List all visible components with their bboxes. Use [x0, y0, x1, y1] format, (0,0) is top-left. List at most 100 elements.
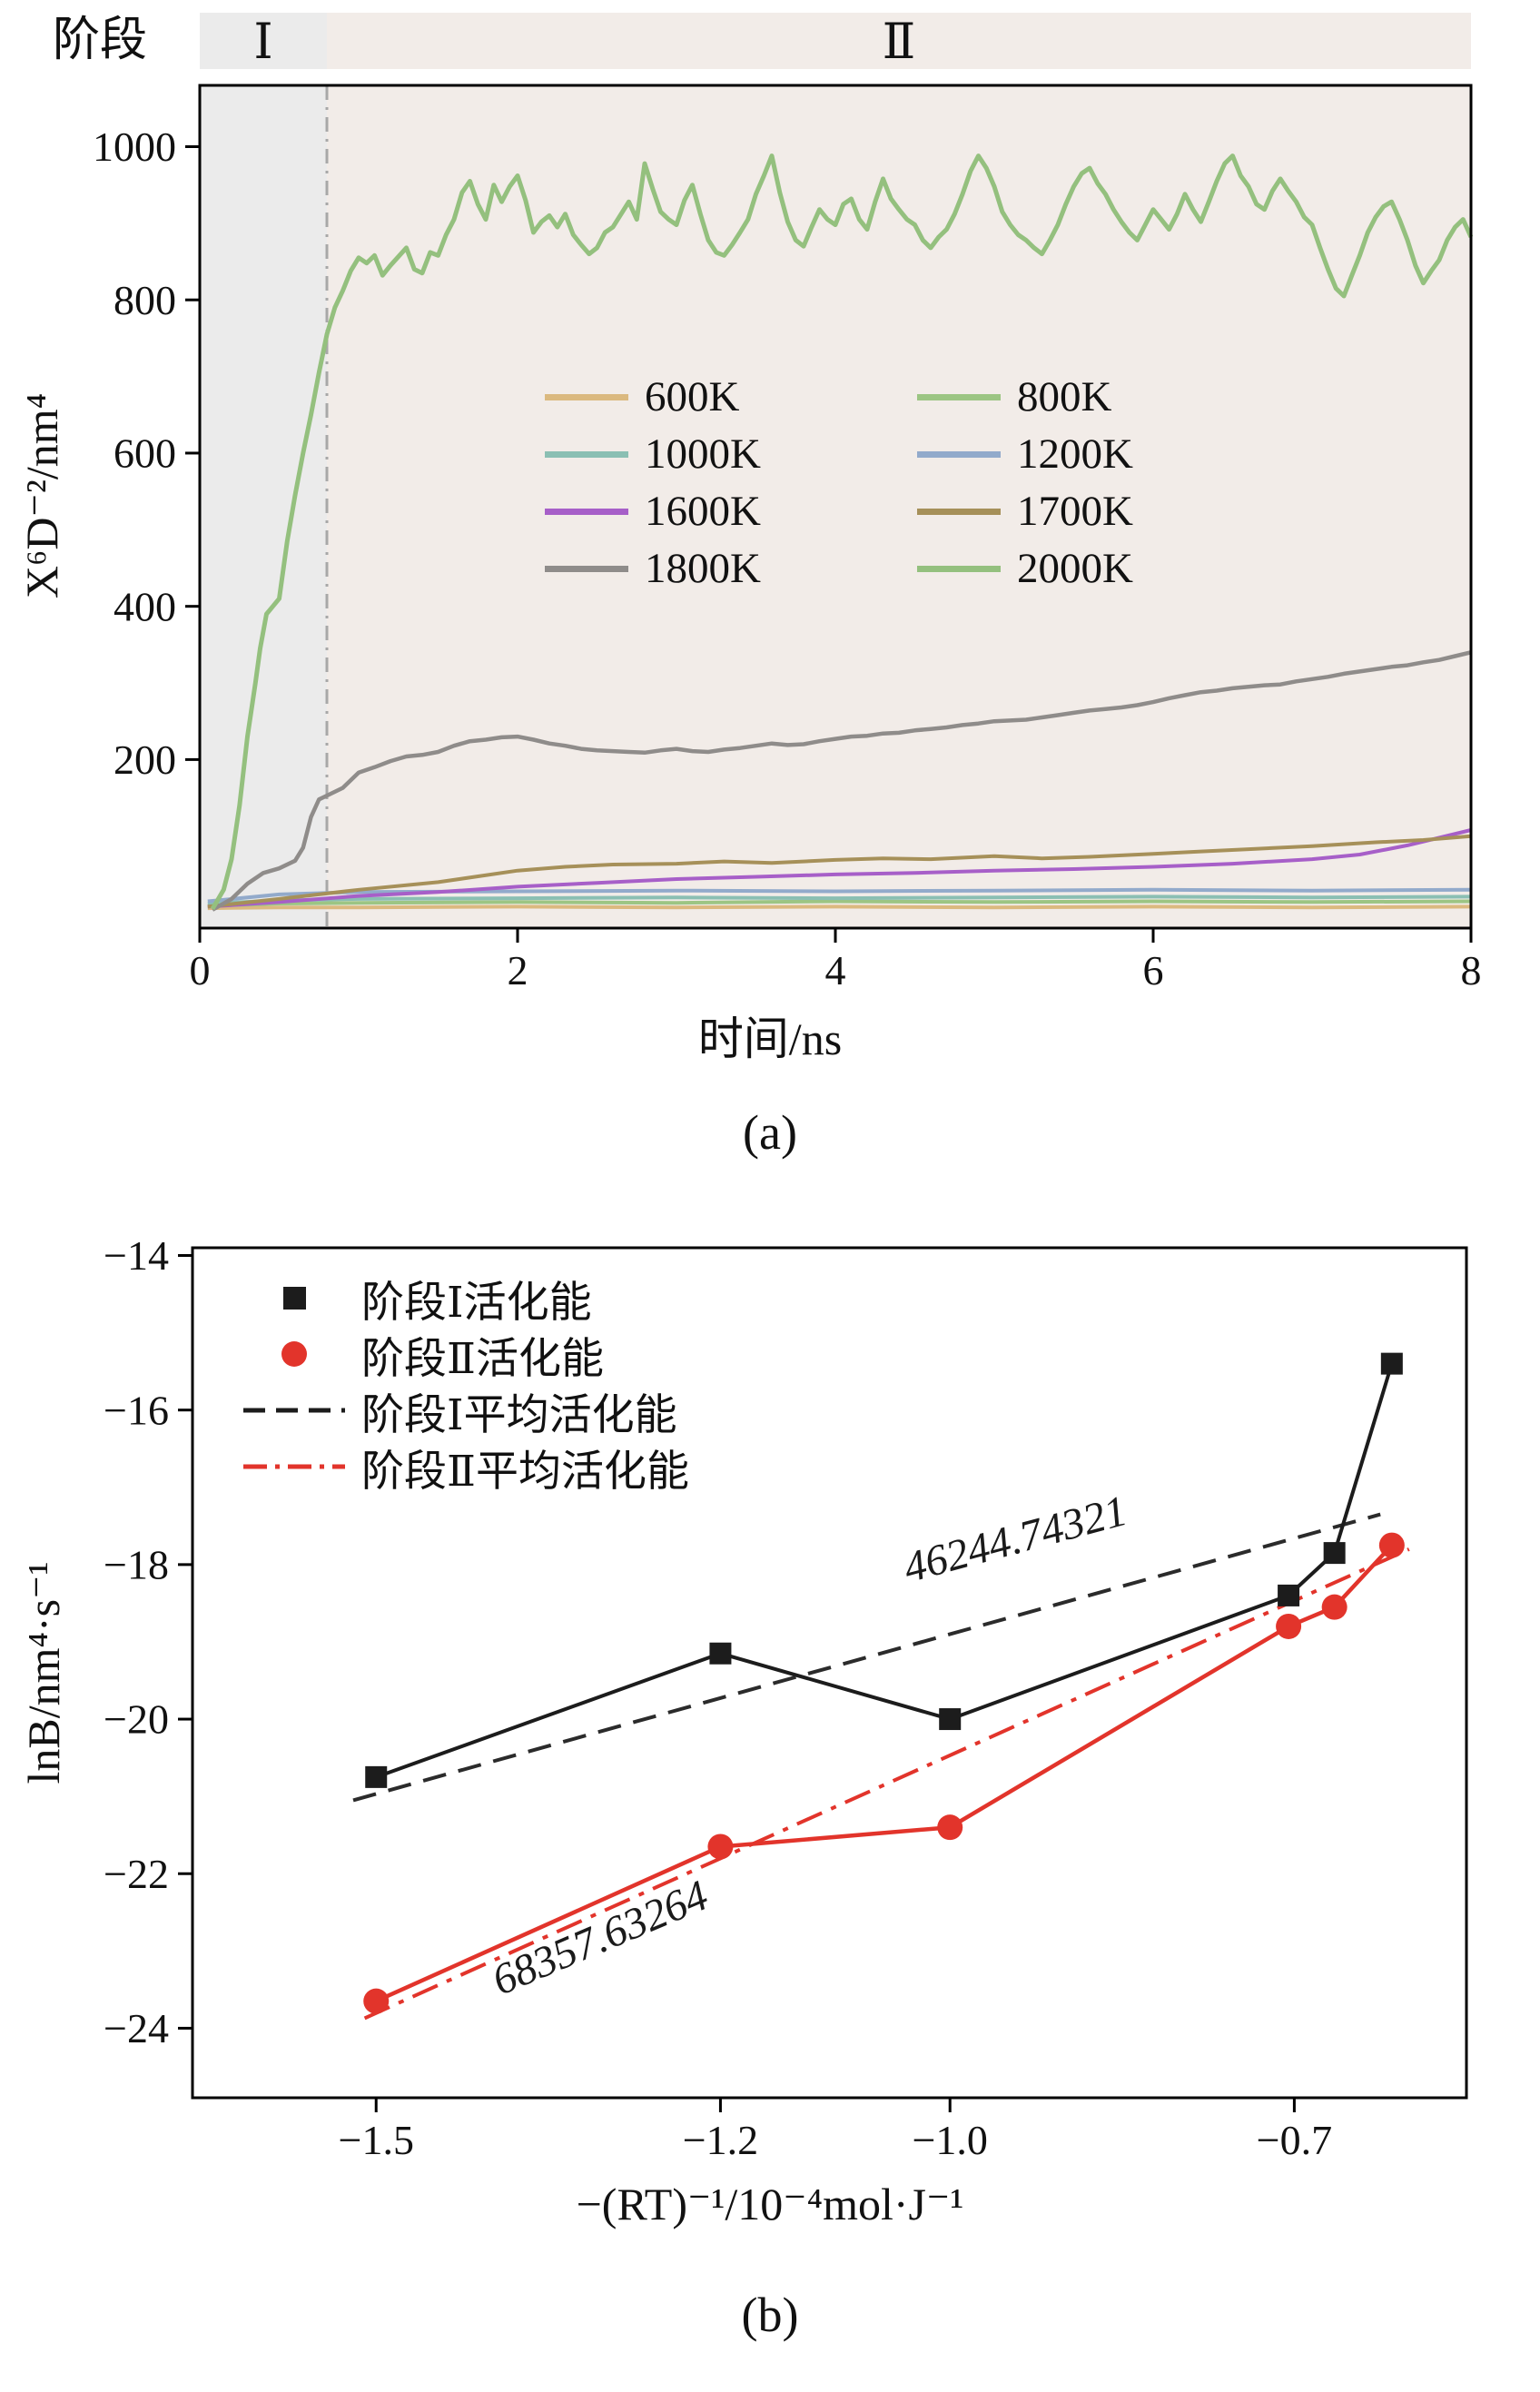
x-tick-label: −1.5: [339, 2117, 414, 2163]
legend-label-1200k: 1200K: [1017, 430, 1133, 478]
x-tick-label: −1.0: [912, 2117, 987, 2163]
y-tick-label: 1000: [93, 124, 176, 170]
x-tick-label: −0.7: [1257, 2117, 1332, 2163]
dashed-line-icon: [243, 1408, 345, 1413]
series-阶段Ⅱ平均活化能: [363, 1547, 1410, 2021]
annotation-46244.74321: 46244.74321: [899, 1487, 1132, 1592]
legend-label-1700k: 1700K: [1017, 488, 1133, 535]
x-tick-label: 2: [508, 947, 528, 993]
legend-swatch-1600k: [545, 508, 628, 515]
y-tick-label: 400: [114, 583, 176, 629]
marker-square-阶段Ⅰ活化能: [709, 1642, 732, 1665]
marker-square-阶段Ⅰ活化能: [939, 1708, 962, 1731]
marker-circle-阶段Ⅱ活化能: [363, 1988, 390, 2014]
chart-a-canvas: 0 2 4 6 8 200 400 600 800 1000: [93, 84, 1482, 993]
chart-b-y-axis-label: lnB/nm⁴·s⁻¹: [18, 1561, 69, 1784]
legend-item-stage2-mean-ea: 阶段Ⅱ平均活化能: [243, 1444, 689, 1496]
legend-swatch-1000k: [545, 450, 628, 458]
y-tick-label: −20: [104, 1696, 169, 1743]
marker-circle-阶段Ⅱ活化能: [1321, 1594, 1348, 1620]
legend-label-stage1-ea: 阶段Ⅰ活化能: [361, 1279, 592, 1327]
legend-item-600k: 600K: [545, 373, 817, 420]
square-marker-icon: [282, 1286, 306, 1310]
legend-label-stage1-mean-ea: 阶段Ⅰ平均活化能: [361, 1391, 677, 1439]
legend-item-800k: 800K: [917, 373, 1190, 420]
stage-region-Ⅱ: [327, 85, 1471, 928]
chart-a-legend: 600K 800K 1000K 1200K 1600K 1700K 1800K 2000K: [545, 373, 1190, 592]
x-tick-label: 0: [190, 947, 211, 993]
series-阶段Ⅰ平均活化能: [352, 1512, 1381, 1803]
y-tick-label: −14: [104, 1232, 169, 1279]
chart-a-y-axis-label: X⁶D⁻²/nm⁴: [16, 392, 67, 599]
marker-square-阶段Ⅰ活化能: [1323, 1542, 1346, 1565]
stage-band-1: Ⅰ: [200, 13, 327, 69]
stage-region-Ⅰ: [200, 85, 327, 928]
legend-label-1000k: 1000K: [645, 430, 761, 478]
legend-swatch-stage2-mean-ea: [243, 1451, 345, 1482]
legend-item-2000k: 2000K: [917, 545, 1190, 592]
legend-swatch-1200k: [917, 450, 1001, 458]
legend-swatch-2000k: [917, 565, 1001, 572]
chart-b-legend: 阶段Ⅰ活化能 阶段Ⅱ活化能阶段Ⅰ平均活化能 阶段Ⅱ平均活化能: [243, 1275, 689, 1496]
y-tick-label: −22: [104, 1851, 169, 1897]
y-tick-label: −16: [104, 1387, 169, 1433]
legend-item-stage1-mean-ea: 阶段Ⅰ平均活化能: [243, 1388, 689, 1439]
legend-label-stage2-ea: 阶段Ⅱ活化能: [361, 1335, 604, 1383]
caption-b: (b): [741, 2288, 799, 2342]
y-tick-label: 200: [114, 736, 176, 783]
series-1800K: [211, 650, 1472, 912]
legend-item-1600k: 1600K: [545, 488, 817, 535]
legend-item-stage2-ea: 阶段Ⅱ活化能: [243, 1331, 689, 1383]
marker-square-阶段Ⅰ活化能: [365, 1765, 388, 1788]
marker-circle-阶段Ⅱ活化能: [1276, 1613, 1302, 1639]
x-tick-label: 8: [1461, 947, 1482, 993]
y-tick-label: −18: [104, 1542, 169, 1588]
x-tick-label: −1.2: [683, 2117, 758, 2163]
chart-b-x-axis-label: −(RT)⁻¹/10⁻⁴mol·J⁻¹: [576, 2179, 964, 2229]
y-tick-label: 800: [114, 277, 176, 323]
legend-swatch-1800k: [545, 565, 628, 572]
legend-label-2000k: 2000K: [1017, 545, 1133, 592]
series-1600K: [207, 828, 1472, 909]
legend-label-stage2-mean-ea: 阶段Ⅱ平均活化能: [361, 1448, 689, 1496]
marker-circle-阶段Ⅱ活化能: [707, 1834, 734, 1860]
legend-item-1200k: 1200K: [917, 430, 1190, 478]
marker-circle-阶段Ⅱ活化能: [1378, 1532, 1405, 1558]
circle-marker-icon: [281, 1341, 307, 1367]
legend-swatch-stage2-ea: [243, 1339, 345, 1369]
chart-a-x-axis-label: 时间/ns: [697, 1013, 843, 1064]
x-tick-label: 4: [825, 947, 846, 993]
y-tick-label: 600: [114, 430, 176, 477]
series-阶段Ⅱ活化能: [375, 1544, 1394, 2003]
marker-square-阶段Ⅰ活化能: [1278, 1584, 1300, 1606]
stage-2-label: Ⅱ: [882, 14, 916, 69]
legend-item-1700k: 1700K: [917, 488, 1190, 535]
chart-b-canvas: −1.5 −1.2 −1.0 −0.7 −14 −16 −18 −20 −22 −24 46244.…: [104, 1232, 1468, 2163]
marker-circle-阶段Ⅱ活化能: [937, 1814, 963, 1841]
series-600K: [207, 904, 1472, 911]
caption-a: (a): [743, 1105, 797, 1160]
legend-label-1600k: 1600K: [645, 488, 761, 535]
series-阶段Ⅰ活化能: [375, 1363, 1394, 1779]
x-tick-label: 6: [1143, 947, 1164, 993]
legend-item-1000k: 1000K: [545, 430, 817, 478]
stage-1-label: Ⅰ: [253, 14, 273, 69]
series-800K: [207, 899, 1472, 908]
dashdot-line-icon: [243, 1464, 345, 1469]
series-1700K: [207, 834, 1472, 909]
legend-label-1800k: 1800K: [645, 545, 761, 592]
legend-swatch-stage1-mean-ea: [243, 1395, 345, 1426]
legend-swatch-stage1-ea: [243, 1282, 345, 1313]
marker-square-阶段Ⅰ活化能: [1380, 1352, 1403, 1375]
legend-swatch-600k: [545, 393, 628, 400]
series-2000K: [210, 153, 1474, 911]
legend-swatch-800k: [917, 393, 1001, 400]
stage-band-2: Ⅱ: [327, 13, 1471, 69]
legend-label-600k: 600K: [645, 373, 740, 420]
legend-label-800k: 800K: [1017, 373, 1112, 420]
stage-axis-label: 阶段: [53, 15, 148, 66]
plot-border: [191, 1246, 1468, 2100]
legend-swatch-1700k: [917, 508, 1001, 515]
legend-item-stage1-ea: 阶段Ⅰ活化能: [243, 1275, 689, 1327]
